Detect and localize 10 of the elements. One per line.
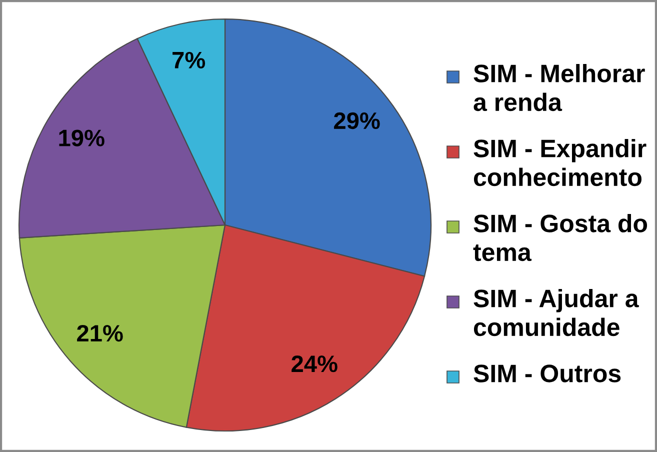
data-label: 7%: [172, 52, 206, 68]
legend-label: SIM - Gosta do tema: [473, 214, 648, 262]
data-label: 19%: [59, 130, 104, 146]
data-label: 24%: [292, 355, 338, 372]
legend-label: SIM - Melhorar a renda: [474, 64, 645, 112]
legend-label: SIM - Outros: [474, 364, 621, 382]
data-label: 29%: [334, 112, 380, 130]
data-label: 21%: [77, 324, 123, 342]
legend-label: SIM - Expandir conhecimento: [474, 139, 646, 186]
legend-label: SIM - Ajudar a comunidade: [474, 289, 639, 336]
